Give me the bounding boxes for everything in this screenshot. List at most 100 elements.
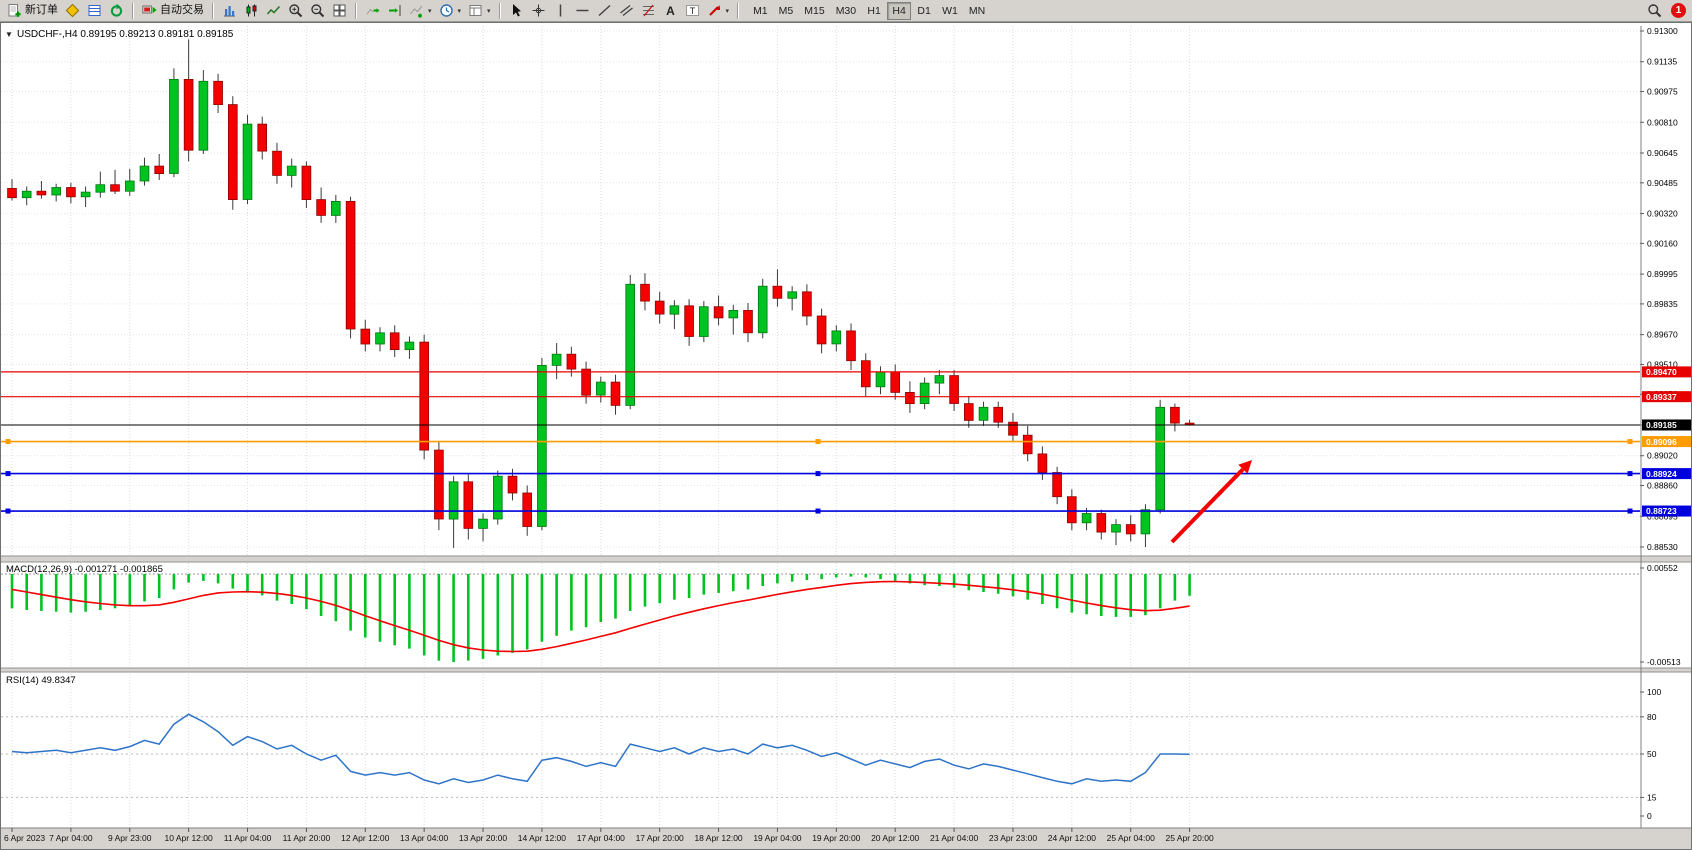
trend-arrow-annotation[interactable] (1170, 460, 1252, 544)
chart-shift-button[interactable] (384, 1, 405, 20)
svg-text:9 Apr 23:00: 9 Apr 23:00 (108, 833, 152, 843)
svg-text:11 Apr 04:00: 11 Apr 04:00 (224, 833, 272, 843)
timeframe-h1[interactable]: H1 (862, 2, 886, 20)
bar-chart-mode-button[interactable] (219, 1, 240, 20)
hline-handle[interactable] (1627, 508, 1633, 514)
timeframe-m30[interactable]: M30 (831, 2, 861, 20)
svg-text:A: A (666, 4, 675, 18)
svg-text:0.88924: 0.88924 (1646, 469, 1677, 479)
templates-button[interactable]: ▾ (465, 1, 494, 20)
timeframe-h4[interactable]: H4 (887, 1, 912, 20)
hline-handle[interactable] (815, 508, 821, 514)
timeframe-group: M1 M5 M15 M30 H1 H4 D1 W1 MN (748, 1, 990, 20)
toolbar-separator (212, 2, 214, 19)
chart-area[interactable]: 0.91300 0.91135 0.90975 0.90810 0.90645 0.904… (0, 22, 1692, 850)
price-badge-resistance-2 (1642, 391, 1691, 403)
hline-handle[interactable] (5, 439, 11, 445)
data-window-icon (87, 3, 102, 18)
hline-handle[interactable] (5, 471, 11, 477)
hline-handle[interactable] (815, 471, 821, 477)
hline-handle[interactable] (5, 508, 11, 514)
chart-shift-icon (387, 3, 402, 18)
macd-pane[interactable] (1, 573, 1640, 662)
candlestick-mode-button[interactable] (241, 1, 262, 20)
svg-text:100: 100 (1647, 687, 1661, 697)
hline-handle[interactable] (1627, 471, 1633, 477)
chart-window: 0.91300 0.91135 0.90975 0.90810 0.90645 0.904… (0, 22, 1692, 850)
time-axis[interactable] (0, 828, 1692, 850)
rsi-pane[interactable] (1, 713, 1640, 798)
chevron-down-icon: ▾ (487, 7, 491, 15)
data-window-button[interactable] (84, 1, 105, 20)
svg-text:0.89995: 0.89995 (1647, 269, 1678, 279)
svg-text:23 Apr 23:00: 23 Apr 23:00 (989, 833, 1037, 843)
arrows-tool-button[interactable]: ▾ (704, 1, 733, 20)
new-order-label: 新订单 (25, 4, 58, 16)
channel-tool-button[interactable] (616, 1, 637, 20)
price-badge-resistance-1 (1642, 366, 1691, 378)
svg-text:24 Apr 12:00: 24 Apr 12:00 (1048, 833, 1096, 843)
periods-button[interactable]: ▾ (436, 1, 465, 20)
svg-text:T: T (689, 6, 695, 16)
hline-handle[interactable] (1627, 439, 1633, 445)
svg-text:20 Apr 12:00: 20 Apr 12:00 (871, 833, 919, 843)
timeframe-mn[interactable]: MN (964, 2, 990, 20)
tile-windows-button[interactable] (329, 1, 350, 20)
timeframe-w1[interactable]: W1 (937, 2, 963, 20)
horizontal-line-tool-button[interactable] (572, 1, 593, 20)
text-icon: A (663, 3, 678, 18)
svg-text:0.90320: 0.90320 (1647, 209, 1678, 219)
chevron-down-icon: ▾ (428, 7, 432, 15)
trendline-tool-button[interactable] (594, 1, 615, 20)
timeframe-m15[interactable]: M15 (799, 2, 829, 20)
svg-text:21 Apr 04:00: 21 Apr 04:00 (930, 833, 978, 843)
autotrading-button[interactable]: 自动交易 (139, 1, 207, 20)
vertical-line-tool-button[interactable] (550, 1, 571, 20)
svg-text:0.90810: 0.90810 (1647, 117, 1678, 127)
rsi-line (11, 713, 1190, 785)
price-axis: 0.91300 0.91135 0.90975 0.90810 0.90645 0.904… (1640, 26, 1681, 821)
svg-text:6 Apr 2023: 6 Apr 2023 (4, 833, 45, 843)
bar-chart-icon (222, 3, 237, 18)
new-order-button[interactable]: 新订单 (4, 1, 61, 20)
price-pane[interactable] (1, 39, 1640, 548)
svg-text:0.91135: 0.91135 (1647, 57, 1677, 67)
svg-text:0.90975: 0.90975 (1647, 87, 1678, 97)
crosshair-tool-button[interactable] (528, 1, 549, 20)
symbol-menu-icon[interactable]: ▼ (5, 30, 13, 39)
svg-text:0.91300: 0.91300 (1647, 26, 1678, 36)
text-label-icon: T (685, 3, 700, 18)
zoom-in-icon (288, 3, 303, 18)
pane-splitter[interactable] (0, 556, 1692, 562)
search-icon (1647, 3, 1662, 18)
price-badge-orange-level (1642, 436, 1691, 448)
market-watch-button[interactable] (62, 1, 83, 20)
navigator-button[interactable] (106, 1, 127, 20)
notification-badge[interactable]: 1 (1671, 3, 1686, 18)
horizontal-line-icon (575, 3, 590, 18)
autotrading-icon (142, 3, 157, 18)
cursor-icon (509, 3, 524, 18)
search-button[interactable] (1644, 1, 1665, 20)
pane-splitter[interactable] (0, 668, 1692, 672)
line-chart-mode-button[interactable] (263, 1, 284, 20)
price-badge-support-2 (1642, 505, 1691, 517)
text-label-tool-button[interactable]: T (682, 1, 703, 20)
autotrading-label: 自动交易 (160, 4, 204, 16)
indicators-button[interactable]: ▾ (406, 1, 435, 20)
svg-text:0: 0 (1647, 811, 1652, 821)
zoom-in-button[interactable] (285, 1, 306, 20)
svg-text:0.90485: 0.90485 (1647, 178, 1678, 188)
svg-text:25 Apr 04:00: 25 Apr 04:00 (1107, 833, 1155, 843)
timeframe-m5[interactable]: M5 (774, 2, 799, 20)
svg-text:0.00552: 0.00552 (1647, 563, 1678, 573)
timeframe-m1[interactable]: M1 (748, 2, 773, 20)
zoom-out-button[interactable] (307, 1, 328, 20)
fibonacci-tool-button[interactable] (638, 1, 659, 20)
chevron-down-icon: ▾ (725, 7, 730, 15)
timeframe-d1[interactable]: D1 (912, 2, 936, 20)
hline-handle[interactable] (815, 439, 821, 445)
cursor-tool-button[interactable] (506, 1, 527, 20)
auto-scroll-button[interactable] (362, 1, 383, 20)
text-tool-button[interactable]: A (660, 1, 681, 20)
